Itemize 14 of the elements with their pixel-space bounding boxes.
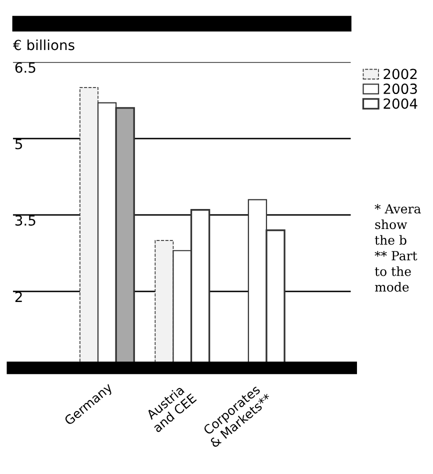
text: show [375,219,408,230]
text: * Avera [374,204,421,214]
legend-label: 2002 [384,68,417,80]
legend-label: 2003 [384,84,417,94]
text: to the [374,266,411,276]
y-tick-label: 2 [15,292,22,302]
text: ** Part [374,250,418,260]
y-tick-label: 5 [15,138,22,150]
y-tick-label: 3.5 [15,215,36,226]
y-axis-title: € billions [12,39,74,50]
y-tick-label: 6.5 [15,62,36,73]
legend-label: 2004 [384,98,418,109]
text: mode [374,282,409,292]
text: the b [374,235,406,245]
